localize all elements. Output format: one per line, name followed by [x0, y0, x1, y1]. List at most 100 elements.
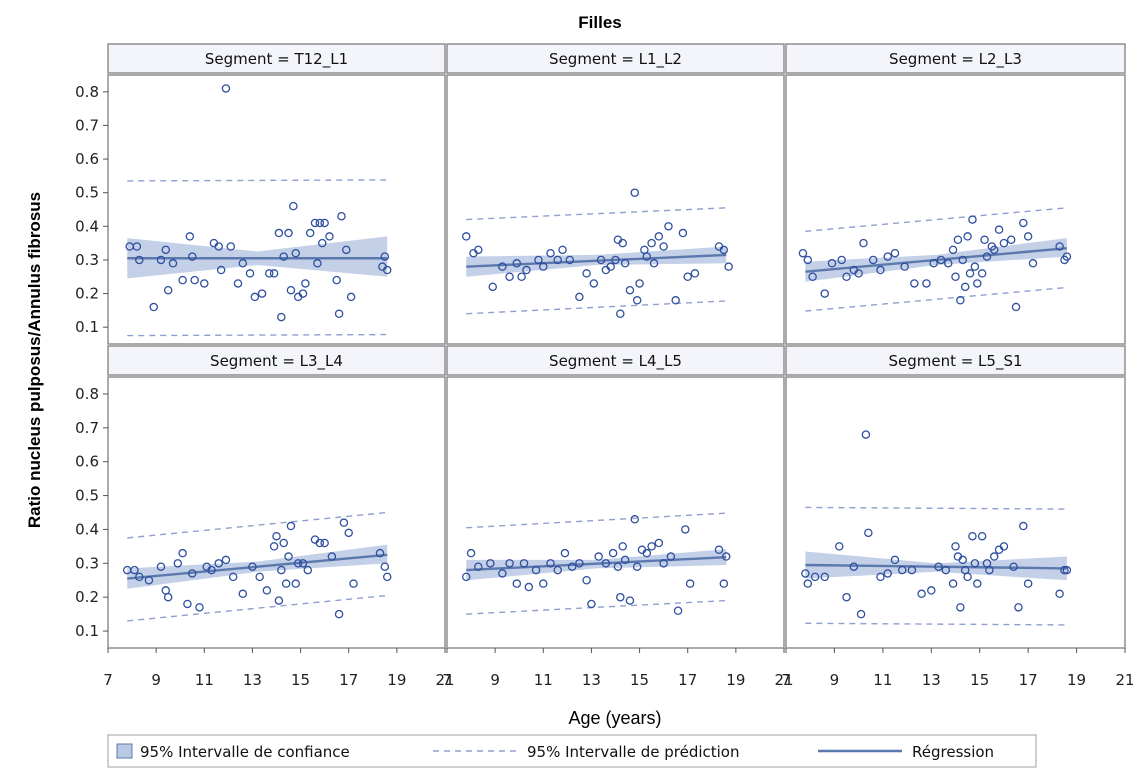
legend-label: 95% Intervalle de prédiction — [527, 743, 740, 761]
data-point — [616, 592, 625, 602]
legend: 95% Intervalle de confiance 95% Intervall… — [107, 734, 1037, 768]
data-point — [187, 569, 197, 578]
x-tick-label: 21 — [1115, 671, 1133, 689]
data-point — [257, 289, 267, 298]
data-point — [245, 269, 255, 278]
data-point — [968, 531, 977, 541]
data-point — [279, 252, 288, 261]
data-point — [250, 292, 260, 302]
data-point — [582, 576, 591, 585]
data-point — [659, 559, 668, 568]
panel-label: Segment = T12_L1 — [205, 50, 348, 69]
data-point — [565, 255, 575, 265]
panel-strip — [107, 43, 446, 74]
data-point — [835, 542, 844, 551]
data-point — [671, 296, 680, 305]
panel: Segment = T12_L1 — [107, 43, 446, 345]
regression-line — [466, 253, 727, 268]
data-point — [985, 565, 994, 575]
data-point — [868, 255, 878, 265]
data-point — [673, 606, 683, 615]
data-point — [956, 603, 965, 612]
data-point — [200, 279, 209, 288]
data-point — [344, 528, 353, 538]
data-point — [970, 559, 980, 568]
data-point — [664, 222, 673, 231]
data-point — [620, 259, 630, 268]
data-point — [968, 215, 977, 224]
data-point — [948, 245, 958, 255]
x-tick-label: 7 — [442, 671, 452, 689]
data-point — [272, 531, 281, 541]
data-point — [582, 269, 591, 278]
data-point — [719, 579, 729, 588]
data-point — [539, 579, 548, 588]
data-point — [951, 542, 960, 551]
x-tick-label: 21 — [774, 671, 793, 689]
x-tick-label: 13 — [582, 671, 601, 689]
data-point — [837, 255, 846, 265]
data-point — [546, 559, 555, 568]
panel: Segment = L5_S1 — [785, 345, 1126, 649]
data-point — [803, 579, 813, 588]
data-point — [382, 265, 392, 275]
data-point — [820, 572, 829, 582]
data-point — [382, 572, 392, 582]
data-point — [647, 238, 656, 248]
data-point — [798, 248, 808, 258]
data-point — [810, 572, 820, 582]
data-point — [1019, 218, 1028, 228]
data-point — [546, 248, 555, 258]
panel-label: Segment = L2_L3 — [889, 50, 1022, 69]
data-point — [277, 565, 286, 575]
data-point — [690, 269, 700, 278]
data-point — [635, 279, 644, 288]
x-tick-label: 9 — [151, 671, 161, 689]
y-tick-label: 0.7 — [75, 419, 99, 437]
data-point — [161, 245, 171, 255]
data-point — [1019, 521, 1028, 531]
panel-frame — [785, 376, 1126, 649]
data-point — [1062, 565, 1072, 575]
data-point — [859, 238, 868, 248]
data-point — [973, 579, 982, 588]
data-point — [173, 559, 183, 568]
data-point — [719, 245, 729, 255]
data-point — [349, 579, 358, 588]
data-point — [284, 228, 293, 238]
data-point — [156, 562, 166, 571]
data-point — [963, 232, 972, 241]
data-point — [616, 309, 625, 318]
data-point — [934, 562, 943, 571]
data-point — [310, 218, 320, 228]
data-point — [291, 248, 301, 258]
data-point — [228, 572, 238, 582]
data-point — [313, 259, 322, 268]
data-point — [970, 262, 980, 271]
data-point — [963, 572, 972, 582]
data-point — [315, 218, 325, 228]
panel-label: Segment = L5_S1 — [888, 352, 1022, 371]
data-point — [135, 572, 144, 582]
data-point — [958, 555, 968, 565]
x-tick-label: 19 — [1067, 671, 1086, 689]
y-tick-label: 0.3 — [75, 554, 99, 572]
data-point — [531, 565, 541, 575]
y-tick-label: 0.6 — [75, 150, 99, 168]
data-point — [214, 559, 223, 568]
data-point — [505, 272, 514, 281]
data-point — [820, 289, 829, 298]
x-tick-label: 15 — [291, 671, 310, 689]
data-point — [320, 538, 329, 548]
data-point — [539, 262, 548, 271]
data-point — [567, 562, 577, 571]
panel: Segment = L2_L3 — [785, 43, 1126, 345]
data-point — [601, 559, 611, 568]
data-point — [827, 259, 837, 268]
x-tick-label: 21 — [435, 671, 454, 689]
data-point — [958, 255, 968, 265]
data-point — [977, 531, 987, 541]
data-point — [190, 275, 199, 285]
data-point — [226, 242, 236, 251]
data-point — [849, 562, 859, 571]
